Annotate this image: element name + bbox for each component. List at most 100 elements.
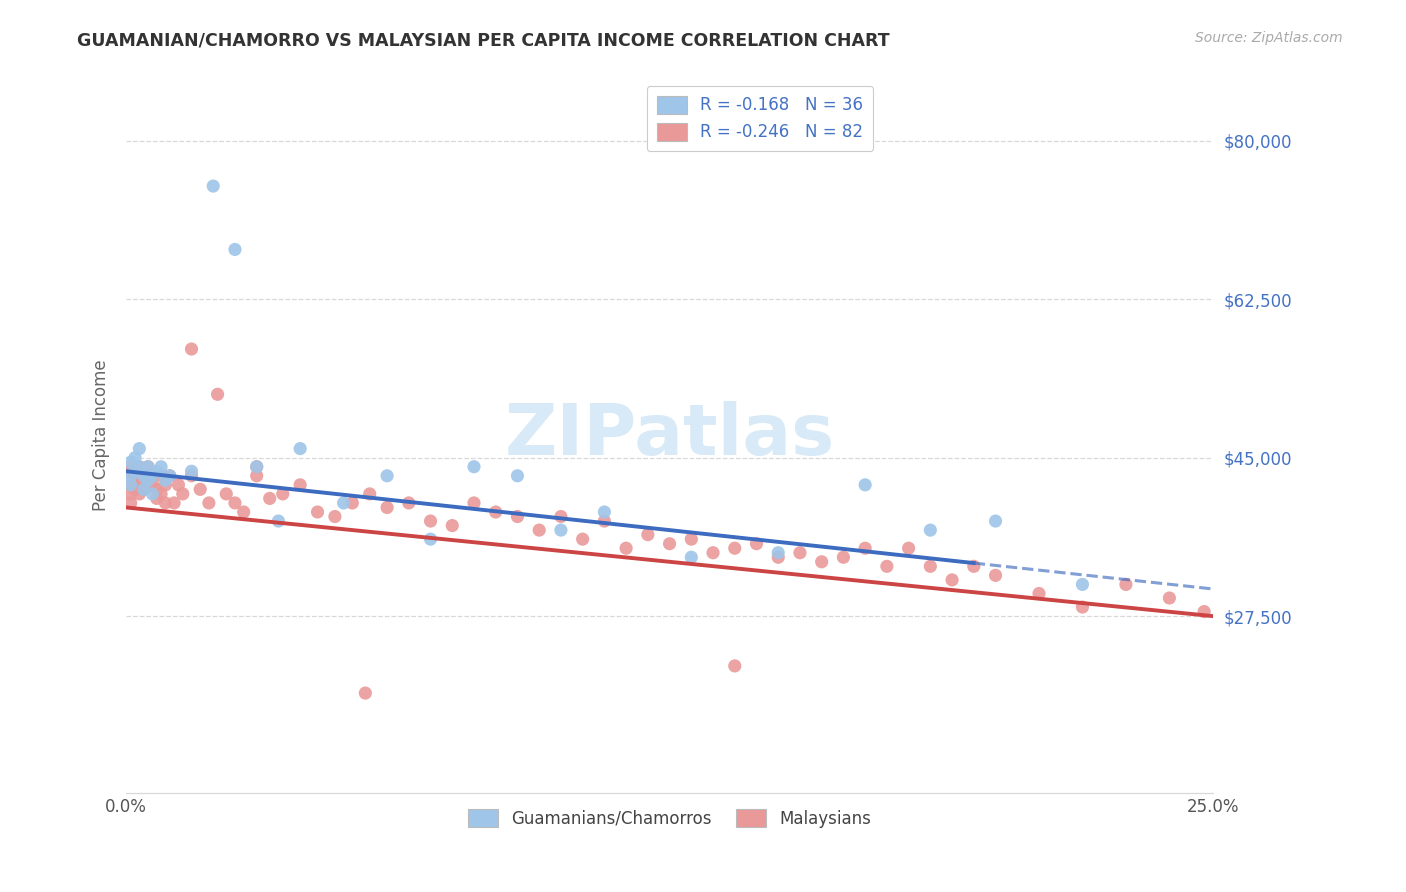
Point — [159, 468, 181, 483]
Point — [571, 532, 593, 546]
Point — [375, 468, 398, 483]
Point — [267, 514, 290, 528]
Point — [920, 523, 942, 537]
Point — [136, 459, 159, 474]
Point — [681, 550, 703, 565]
Point — [984, 568, 1007, 582]
Point — [150, 459, 173, 474]
Point — [702, 546, 724, 560]
Point — [128, 442, 150, 456]
Point — [132, 483, 155, 497]
Point — [188, 483, 211, 497]
Point — [120, 464, 142, 478]
Point — [132, 468, 155, 483]
Point — [120, 459, 142, 474]
Point — [810, 555, 832, 569]
Point — [637, 527, 659, 541]
Point — [463, 459, 485, 474]
Point — [224, 243, 246, 257]
Point — [307, 505, 329, 519]
Point — [920, 559, 942, 574]
Point — [128, 473, 150, 487]
Point — [1028, 586, 1050, 600]
Point — [724, 659, 747, 673]
Point — [984, 514, 1007, 528]
Point — [419, 532, 441, 546]
Point — [124, 450, 146, 465]
Text: GUAMANIAN/CHAMORRO VS MALAYSIAN PER CAPITA INCOME CORRELATION CHART: GUAMANIAN/CHAMORRO VS MALAYSIAN PER CAPI… — [77, 31, 890, 49]
Point — [141, 487, 163, 501]
Point — [527, 523, 550, 537]
Point — [441, 518, 464, 533]
Point — [120, 496, 142, 510]
Point — [1115, 577, 1137, 591]
Point — [141, 468, 163, 483]
Point — [128, 459, 150, 474]
Point — [141, 468, 163, 483]
Point — [259, 491, 281, 506]
Point — [124, 464, 146, 478]
Point — [180, 342, 202, 356]
Point — [658, 537, 681, 551]
Point — [506, 468, 529, 483]
Point — [375, 500, 398, 515]
Point — [359, 487, 381, 501]
Point — [271, 487, 294, 501]
Point — [288, 478, 311, 492]
Point — [124, 483, 146, 497]
Point — [120, 468, 142, 483]
Point — [145, 483, 167, 497]
Point — [1192, 605, 1215, 619]
Point — [789, 546, 811, 560]
Point — [288, 442, 311, 456]
Point — [180, 464, 202, 478]
Point — [128, 487, 150, 501]
Point — [1071, 600, 1094, 615]
Point — [681, 532, 703, 546]
Point — [145, 464, 167, 478]
Point — [132, 468, 155, 483]
Point — [155, 478, 177, 492]
Point — [141, 478, 163, 492]
Point — [941, 573, 963, 587]
Point — [163, 496, 186, 510]
Point — [207, 387, 229, 401]
Point — [150, 468, 173, 483]
Point — [128, 459, 150, 474]
Point — [485, 505, 508, 519]
Text: Source: ZipAtlas.com: Source: ZipAtlas.com — [1195, 31, 1343, 45]
Point — [332, 496, 354, 510]
Point — [136, 473, 159, 487]
Point — [506, 509, 529, 524]
Point — [853, 541, 876, 556]
Point — [120, 455, 142, 469]
Point — [155, 496, 177, 510]
Point — [198, 496, 221, 510]
Point — [132, 483, 155, 497]
Point — [150, 487, 173, 501]
Legend: Guamanians/Chamorros, Malaysians: Guamanians/Chamorros, Malaysians — [461, 803, 879, 834]
Point — [136, 468, 159, 483]
Point — [145, 491, 167, 506]
Point — [354, 686, 377, 700]
Point — [246, 459, 269, 474]
Point — [120, 478, 142, 492]
Point — [224, 496, 246, 510]
Point — [832, 550, 855, 565]
Point — [172, 487, 194, 501]
Point — [124, 478, 146, 492]
Point — [614, 541, 637, 556]
Text: ZIPatlas: ZIPatlas — [505, 401, 835, 469]
Point — [593, 505, 616, 519]
Point — [124, 468, 146, 483]
Point — [593, 514, 616, 528]
Point — [768, 546, 790, 560]
Point — [1071, 577, 1094, 591]
Point — [853, 478, 876, 492]
Point — [136, 459, 159, 474]
Point — [323, 509, 346, 524]
Point — [202, 179, 225, 194]
Point — [550, 509, 572, 524]
Point — [246, 459, 269, 474]
Point — [463, 496, 485, 510]
